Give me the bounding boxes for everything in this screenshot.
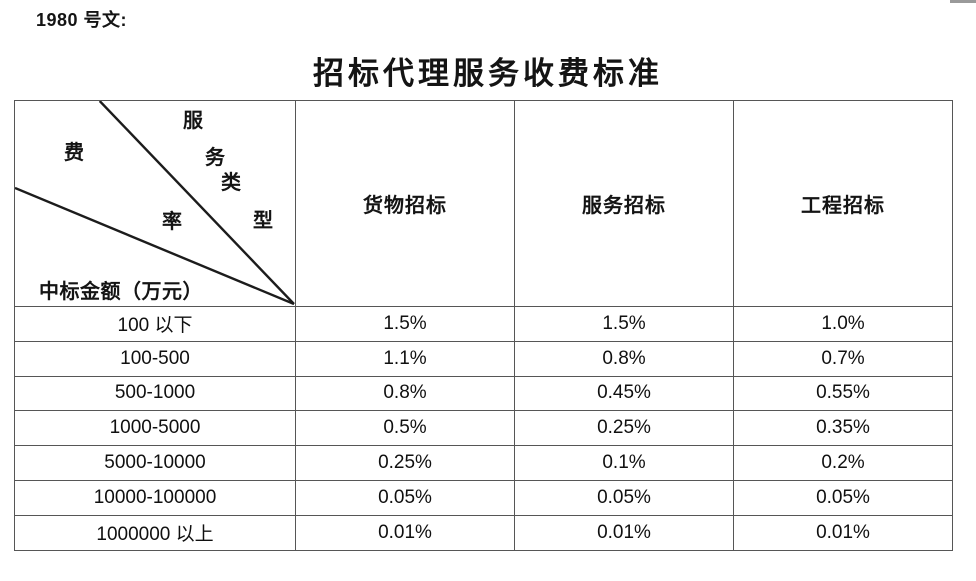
rate-cell: 0.01% xyxy=(733,514,953,551)
rate-cell: 0.45% xyxy=(514,375,734,412)
corner-label-service-type-char: 务 xyxy=(205,147,225,169)
corner-label-bid-amount: 中标金额（万元） xyxy=(39,281,203,303)
rate-cell: 0.05% xyxy=(733,479,953,516)
rate-cell: 1.5% xyxy=(514,306,734,342)
table-row: 5000-10000 0.25% 0.1% 0.2% xyxy=(14,445,953,481)
rate-cell: 0.01% xyxy=(514,514,734,551)
col-header-goods-bidding: 货物招标 xyxy=(295,100,515,307)
corner-label-service-type-char: 型 xyxy=(253,210,273,232)
page-title: 招标代理服务收费标准 xyxy=(313,56,663,91)
rate-cell: 0.7% xyxy=(733,340,953,377)
rate-cell: 0.05% xyxy=(514,479,734,516)
rate-cell: 1.0% xyxy=(733,306,953,342)
rate-cell: 0.8% xyxy=(514,340,734,377)
rate-cell: 1.1% xyxy=(295,340,515,377)
rate-cell: 0.55% xyxy=(733,375,953,412)
rate-cell: 0.2% xyxy=(733,445,953,481)
col-header-engineering-bidding: 工程招标 xyxy=(733,100,953,307)
amount-range-cell: 500-1000 xyxy=(14,375,296,412)
amount-range-cell: 1000-5000 xyxy=(14,410,296,447)
table-corner-cell: 服 务 类 型 费 率 中标金额（万元） xyxy=(14,100,296,307)
rate-cell: 0.05% xyxy=(295,479,515,516)
screen-edge-artifact xyxy=(950,0,976,3)
rate-cell: 1.5% xyxy=(295,306,515,342)
amount-range-cell: 5000-10000 xyxy=(14,445,296,481)
rate-cell: 0.5% xyxy=(295,410,515,447)
table-row: 1000-5000 0.5% 0.25% 0.35% xyxy=(14,410,953,447)
corner-label-service-type-char: 类 xyxy=(221,172,241,194)
rate-cell: 0.8% xyxy=(295,375,515,412)
document-number-label: 1980 号文: xyxy=(36,10,128,30)
amount-range-cell: 1000000 以上 xyxy=(14,514,296,551)
corner-label-rate-char: 率 xyxy=(162,211,182,233)
diagonal-divider-lines xyxy=(15,101,295,306)
amount-range-cell: 100 以下 xyxy=(14,306,296,342)
table-row: 100 以下 1.5% 1.5% 1.0% xyxy=(14,306,953,342)
corner-label-rate-char: 费 xyxy=(64,142,84,164)
table-row: 100-500 1.1% 0.8% 0.7% xyxy=(14,340,953,377)
table-row: 1000000 以上 0.01% 0.01% 0.01% xyxy=(14,514,953,551)
corner-label-service-type-char: 服 xyxy=(183,110,203,132)
rate-cell: 0.1% xyxy=(514,445,734,481)
amount-range-cell: 100-500 xyxy=(14,340,296,377)
table-row: 10000-100000 0.05% 0.05% 0.05% xyxy=(14,479,953,516)
rate-cell: 0.35% xyxy=(733,410,953,447)
col-header-service-bidding: 服务招标 xyxy=(514,100,734,307)
rate-cell: 0.25% xyxy=(514,410,734,447)
rate-cell: 0.01% xyxy=(295,514,515,551)
table-row: 500-1000 0.8% 0.45% 0.55% xyxy=(14,375,953,412)
fee-standard-table: 服 务 类 型 费 率 中标金额（万元） 货物招标 服务招标 工程招标 100 … xyxy=(14,100,953,551)
header-row: 服 务 类 型 费 率 中标金额（万元） 货物招标 服务招标 工程招标 xyxy=(14,100,953,307)
amount-range-cell: 10000-100000 xyxy=(14,479,296,516)
rate-cell: 0.25% xyxy=(295,445,515,481)
